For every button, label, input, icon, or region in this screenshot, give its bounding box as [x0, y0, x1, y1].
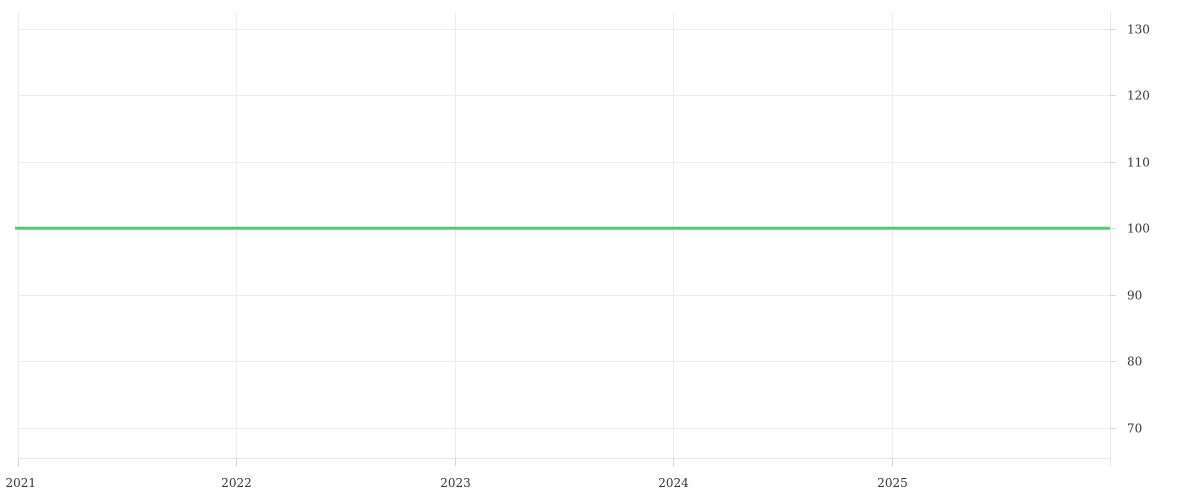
x-tick-label: 2024	[658, 476, 689, 490]
x-tick-label: 2025	[877, 476, 908, 490]
y-tick-label: 100	[1127, 222, 1150, 236]
x-tick-label: 2022	[221, 476, 252, 490]
y-tick-label: 80	[1127, 355, 1142, 369]
y-tick-label: 110	[1127, 156, 1150, 170]
y-tick-label: 120	[1127, 89, 1150, 103]
y-tick-label: 70	[1127, 422, 1142, 436]
x-axis-ticks: 2021 2022 2023 2024 2025	[6, 458, 908, 490]
y-tick-label: 90	[1127, 289, 1142, 303]
x-tick-label: 2021	[6, 476, 37, 490]
vertical-gridlines	[18, 12, 893, 458]
y-axis-ticks: 70 80 90 100 110 120 130	[1110, 23, 1150, 436]
y-tick-label: 130	[1127, 23, 1150, 37]
x-tick-label: 2023	[440, 476, 471, 490]
